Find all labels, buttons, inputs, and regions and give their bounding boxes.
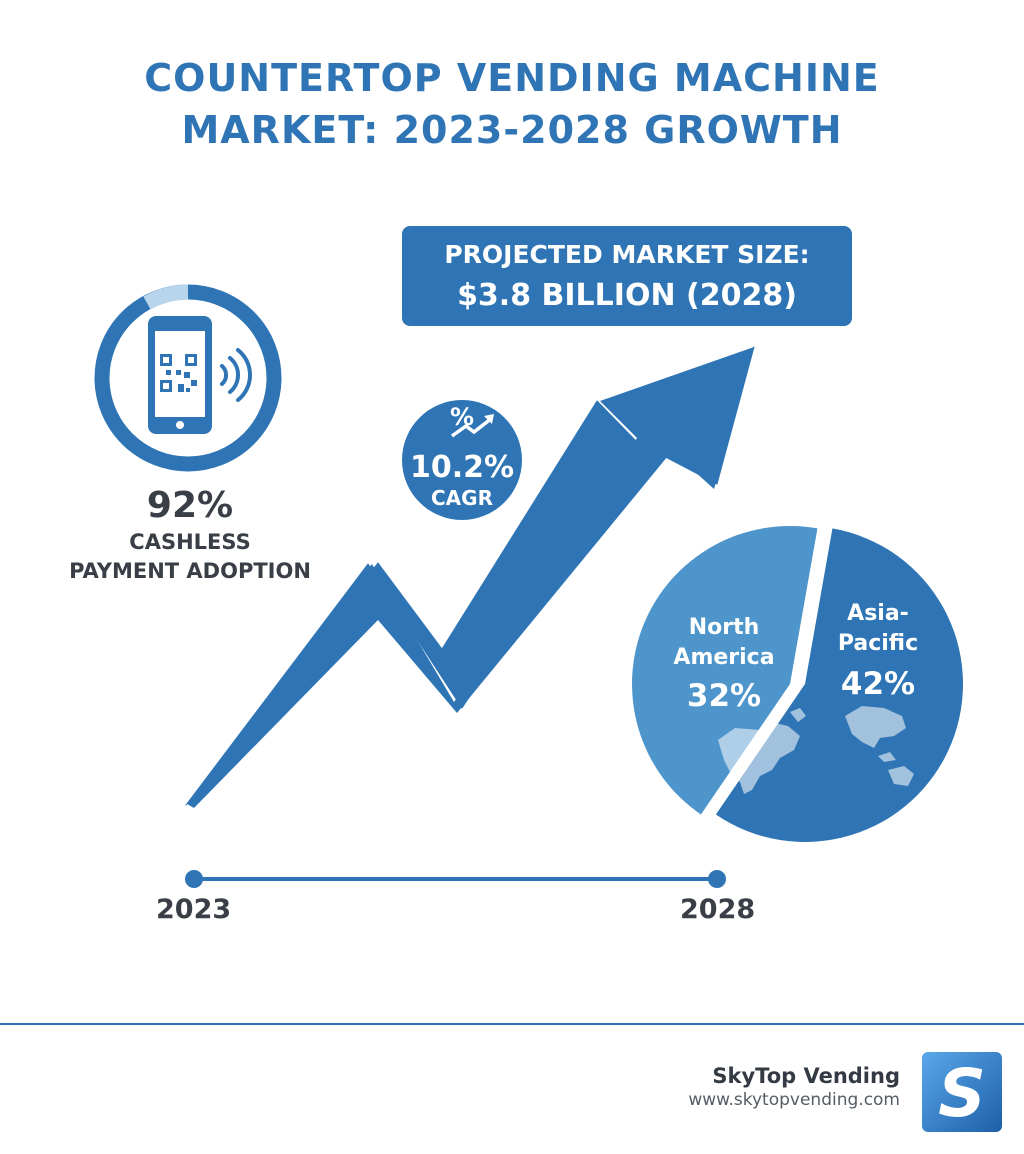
- projected-value: $3.8 BILLION (2028): [457, 278, 797, 313]
- north-america-map-icon: [718, 708, 806, 794]
- cashless-value: 92%: [146, 485, 234, 526]
- growth-arrow-shape: [185, 346, 755, 806]
- brand-logo-letter: S: [938, 1055, 986, 1132]
- trend-arrow-head: [484, 414, 494, 424]
- brand-url: www.skytopvending.com: [688, 1090, 900, 1110]
- footer-divider: [0, 1023, 1024, 1025]
- regional-pie-chart: North America 32% Asia- Pacific 42%: [632, 526, 963, 842]
- cashless-label-line2: PAYMENT ADOPTION: [69, 559, 311, 583]
- pie-label-north-america-line2: America: [673, 645, 774, 670]
- pie-value-north-america: 32%: [687, 678, 761, 714]
- asia-pacific-map-icon: [845, 706, 914, 786]
- brand-logo: S: [922, 1052, 1002, 1132]
- pie-slice-north-america: [632, 526, 818, 815]
- title-line-1: COUNTERTOP VENDING MACHINE: [144, 56, 880, 100]
- pie-label-north-america-line1: North: [689, 615, 760, 640]
- projected-market-box: PROJECTED MARKET SIZE: $3.8 BILLION (202…: [402, 226, 852, 326]
- cagr-circle: [402, 400, 522, 520]
- cashless-label-line1: CASHLESS: [129, 530, 251, 554]
- cashless-stat: 92% CASHLESS PAYMENT ADOPTION: [30, 484, 350, 586]
- title-line-2: MARKET: 2023-2028 GROWTH: [181, 108, 843, 152]
- smartphone-qr-contactless-icon: [148, 316, 252, 434]
- cagr-label: CAGR: [431, 486, 493, 510]
- brand-name: SkyTop Vending: [712, 1064, 900, 1088]
- percent-symbol: %: [450, 403, 474, 431]
- cagr-value: 10.2%: [410, 450, 514, 485]
- projected-box-bg: [402, 226, 852, 326]
- timeline: [185, 870, 726, 888]
- trend-arrow-icon: [450, 416, 494, 438]
- pie-value-asia-pacific: 42%: [841, 666, 915, 702]
- pie-label-asia-pacific-line1: Asia-: [847, 601, 909, 626]
- projected-label: PROJECTED MARKET SIZE:: [444, 240, 809, 269]
- timeline-end-dot: [708, 870, 726, 888]
- timeline-start-dot: [185, 870, 203, 888]
- timeline-start-year: 2023: [156, 894, 232, 925]
- growth-arrow: [185, 346, 755, 808]
- pie-label-asia-pacific-line2: Pacific: [838, 631, 918, 656]
- page-title: COUNTERTOP VENDING MACHINE MARKET: 2023-…: [0, 52, 1024, 156]
- cagr-badge: % 10.2% CAGR: [402, 400, 522, 520]
- ring-remainder-arc: [143, 284, 189, 310]
- timeline-end-year: 2028: [680, 894, 756, 925]
- growth-arrow-body: [187, 347, 754, 808]
- cashless-ring: [94, 284, 282, 472]
- pie-slice-asia-pacific: [715, 528, 963, 842]
